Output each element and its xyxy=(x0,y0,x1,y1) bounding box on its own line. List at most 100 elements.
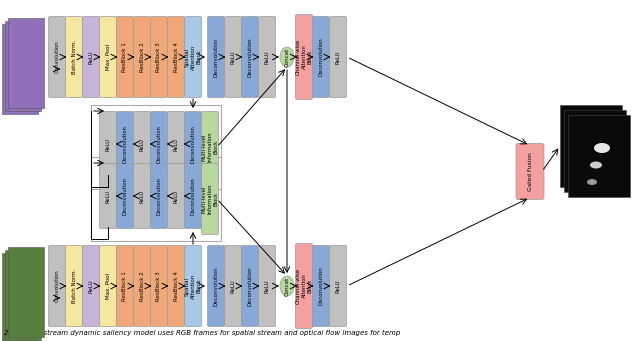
Text: ReLU: ReLU xyxy=(88,279,93,293)
Text: Deconvolution: Deconvolution xyxy=(248,37,253,77)
FancyBboxPatch shape xyxy=(330,16,346,98)
FancyBboxPatch shape xyxy=(168,163,184,228)
Text: ReLU: ReLU xyxy=(264,279,269,293)
Bar xyxy=(5,250,41,340)
Text: Deconvolution: Deconvolution xyxy=(157,177,161,215)
FancyBboxPatch shape xyxy=(296,15,312,100)
FancyBboxPatch shape xyxy=(116,112,134,177)
FancyBboxPatch shape xyxy=(225,246,241,326)
Bar xyxy=(8,247,44,337)
Text: ResBlock 1: ResBlock 1 xyxy=(122,271,127,301)
Text: ReLU: ReLU xyxy=(106,137,111,151)
FancyBboxPatch shape xyxy=(65,16,83,98)
Text: Batch Norm.: Batch Norm. xyxy=(72,40,77,74)
Text: ReLU: ReLU xyxy=(140,190,145,203)
FancyBboxPatch shape xyxy=(330,246,346,326)
Text: Deconvolution: Deconvolution xyxy=(248,266,253,306)
Text: ReLU: ReLU xyxy=(264,50,269,64)
FancyBboxPatch shape xyxy=(168,246,184,326)
Text: ReLU: ReLU xyxy=(335,50,340,64)
Ellipse shape xyxy=(280,47,294,67)
Text: ReLU: ReLU xyxy=(230,279,236,293)
FancyBboxPatch shape xyxy=(184,16,202,98)
Text: ResBlock 4: ResBlock 4 xyxy=(173,42,179,72)
Text: Deconvolution: Deconvolution xyxy=(122,125,127,163)
FancyBboxPatch shape xyxy=(259,246,275,326)
Text: ResBlock 4: ResBlock 4 xyxy=(173,271,179,301)
FancyBboxPatch shape xyxy=(296,243,312,328)
FancyBboxPatch shape xyxy=(168,16,184,98)
Text: ReLU: ReLU xyxy=(173,190,179,203)
Bar xyxy=(2,253,38,341)
Bar xyxy=(91,105,221,189)
Bar xyxy=(91,157,221,241)
Bar xyxy=(564,110,626,192)
Text: Channel-wise
Attention
Block: Channel-wise Attention Block xyxy=(296,268,312,304)
FancyBboxPatch shape xyxy=(184,163,202,228)
FancyBboxPatch shape xyxy=(202,112,218,182)
Ellipse shape xyxy=(280,276,294,296)
Text: Spatial
Attention
Block: Spatial Attention Block xyxy=(185,273,202,299)
Text: Deconvolution: Deconvolution xyxy=(319,267,323,306)
Text: ResBlock 2: ResBlock 2 xyxy=(140,42,145,72)
Text: Multi-level
Information
Block: Multi-level Information Block xyxy=(202,132,218,162)
FancyBboxPatch shape xyxy=(116,16,134,98)
FancyBboxPatch shape xyxy=(116,246,134,326)
FancyBboxPatch shape xyxy=(49,16,65,98)
FancyBboxPatch shape xyxy=(83,246,99,326)
FancyBboxPatch shape xyxy=(202,163,218,235)
Text: ReLU: ReLU xyxy=(88,50,93,64)
Ellipse shape xyxy=(594,143,610,153)
FancyBboxPatch shape xyxy=(134,246,150,326)
Text: Multi-level
Information
Block: Multi-level Information Block xyxy=(202,184,218,214)
Text: ReLU: ReLU xyxy=(230,50,236,64)
Text: Deconvolution: Deconvolution xyxy=(191,125,195,163)
Text: 2: Our two-stream dynamic saliency model uses RGB frames for spatial stream and : 2: Our two-stream dynamic saliency model… xyxy=(4,330,401,336)
Ellipse shape xyxy=(587,179,597,185)
FancyBboxPatch shape xyxy=(49,246,65,326)
FancyBboxPatch shape xyxy=(99,16,116,98)
Text: Convolution: Convolution xyxy=(54,41,60,73)
Text: ResBlock 3: ResBlock 3 xyxy=(157,271,161,301)
Text: Batch Norm.: Batch Norm. xyxy=(72,269,77,303)
FancyBboxPatch shape xyxy=(116,163,134,228)
Text: ResBlock 3: ResBlock 3 xyxy=(157,42,161,72)
FancyBboxPatch shape xyxy=(99,163,116,228)
FancyBboxPatch shape xyxy=(99,112,116,177)
Text: Deconvolution: Deconvolution xyxy=(214,37,218,77)
Bar xyxy=(560,105,622,187)
Text: ReLU: ReLU xyxy=(335,279,340,293)
Text: Deconvolution: Deconvolution xyxy=(319,38,323,76)
FancyBboxPatch shape xyxy=(65,246,83,326)
FancyBboxPatch shape xyxy=(134,16,150,98)
Text: Deconvolution: Deconvolution xyxy=(191,177,195,215)
FancyBboxPatch shape xyxy=(83,16,99,98)
Text: Deconvolution: Deconvolution xyxy=(157,125,161,163)
FancyBboxPatch shape xyxy=(150,163,168,228)
FancyBboxPatch shape xyxy=(99,246,116,326)
FancyBboxPatch shape xyxy=(150,246,168,326)
Bar xyxy=(568,115,630,197)
Text: Deconvolution: Deconvolution xyxy=(214,266,218,306)
FancyBboxPatch shape xyxy=(168,112,184,177)
Text: ReLU: ReLU xyxy=(173,137,179,151)
Text: ResBlock 2: ResBlock 2 xyxy=(140,271,145,301)
Text: Convolution: Convolution xyxy=(54,270,60,302)
Text: ReLU: ReLU xyxy=(140,137,145,151)
Bar xyxy=(8,18,44,108)
FancyBboxPatch shape xyxy=(241,16,259,98)
Text: Max. Pool: Max. Pool xyxy=(106,273,111,299)
FancyBboxPatch shape xyxy=(225,16,241,98)
Text: ReLU: ReLU xyxy=(106,190,111,203)
Text: Deconvolution: Deconvolution xyxy=(122,177,127,215)
Text: Concat: Concat xyxy=(285,47,289,66)
FancyBboxPatch shape xyxy=(150,16,168,98)
FancyBboxPatch shape xyxy=(134,163,150,228)
FancyBboxPatch shape xyxy=(516,144,544,199)
Text: Concat: Concat xyxy=(285,276,289,296)
Text: Spatial
Attention
Block: Spatial Attention Block xyxy=(185,44,202,70)
FancyBboxPatch shape xyxy=(134,112,150,177)
Text: Max. Pool: Max. Pool xyxy=(106,44,111,70)
FancyBboxPatch shape xyxy=(207,16,225,98)
Bar xyxy=(5,21,41,111)
